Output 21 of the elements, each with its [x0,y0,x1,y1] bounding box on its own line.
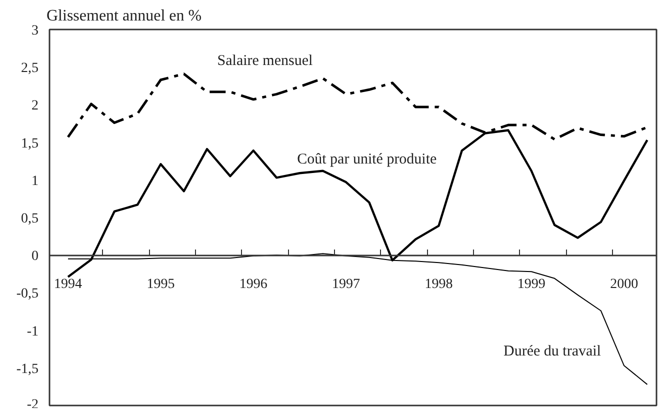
y-tick-label: 0 [32,249,38,264]
series-label: Durée du travail [504,343,601,360]
x-tick-label: 1999 [517,277,546,292]
x-tick-label: 2000 [610,277,638,292]
y-tick-label: 3 [32,24,38,38]
y-tick-label: -1 [26,324,39,340]
y-tick-label: -0,5 [16,286,39,302]
y-tick-label: 1,5 [21,136,38,152]
x-tick-label: 1995 [146,277,175,292]
x-tick-label: 1998 [424,277,453,292]
y-axis-title: Glissement annuel en % [46,8,202,24]
y-tick-label: -1,5 [16,362,39,377]
series-label: Coût par unité produite [297,152,438,168]
y-tick-label: 2,5 [21,61,38,76]
y-tick-label: 1 [32,174,38,189]
x-tick-label: 1997 [332,277,360,292]
series-label: Salaire mensuel [217,53,313,70]
x-tick-label: 1994 [54,277,82,292]
y-tick-label: 0,5 [21,212,38,226]
x-tick-label: 1996 [239,277,268,292]
y-tick-label: 2 [32,98,38,114]
